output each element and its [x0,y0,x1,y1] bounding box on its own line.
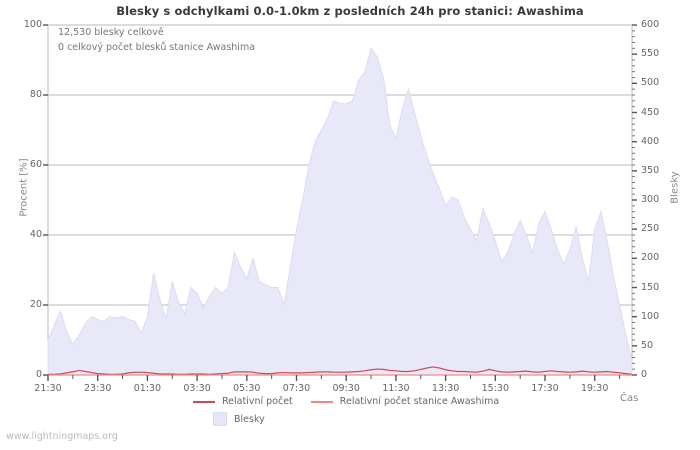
legend-item-relativni-pocet-stanice[interactable]: Relativní počet stanice Awashima [310,396,500,407]
y-tick-right-100: 100 [641,310,660,322]
annotation-total-lightning: 12,530 blesky celkově [58,27,164,38]
legend-label-relative: Relativní počet [222,396,293,407]
y-tick-right-150: 150 [641,281,660,293]
x-tick-0330: 03:30 [183,383,211,394]
annotation-station-lightning: 0 celkový počet blesků stanice Awashima [58,42,256,53]
y-tick-right-350: 350 [641,164,660,176]
x-tick-1130: 11:30 [382,383,410,394]
legend-swatch-area-blesky [213,412,227,426]
legend-swatch-line-station [310,400,333,403]
legend-swatch-line-relative [193,400,215,403]
x-tick-0130: 01:30 [133,383,162,394]
y-axis-label-right: Blesky [669,171,681,204]
y-tick-left-0: 0 [35,369,42,380]
y-axis-label-left: Procent [%] [18,158,30,217]
y-tick-right-450: 450 [641,106,660,118]
x-axis-label: Čas [620,393,639,404]
y-tick-left-80: 80 [29,89,42,100]
y-tick-right-400: 400 [641,135,660,147]
x-tick-2330: 23:30 [83,383,112,394]
x-tick-1730: 17:30 [531,383,559,394]
y-tick-left-20: 20 [29,299,42,310]
footer-watermark: www.lightningmaps.org [6,431,118,442]
y-tick-right-50: 50 [641,339,654,351]
x-tick-1530: 15:30 [481,383,509,394]
y-tick-right-550: 550 [641,48,660,60]
y-tick-right-600: 600 [641,19,660,30]
legend-row-secondary: Blesky [213,412,283,426]
legend-item-blesky[interactable]: Blesky [213,412,265,426]
y-tick-left-40: 40 [29,229,42,240]
x-tick-0930: 09:30 [332,383,360,394]
y-tick-right-0: 0 [641,369,648,380]
x-tick-0730: 07:30 [282,383,311,394]
legend-label-station: Relativní počet stanice Awashima [339,396,500,407]
y-tick-right-300: 300 [641,194,660,205]
y-tick-left-60: 60 [29,159,42,170]
y-tick-right-200: 200 [641,252,660,264]
page-title: Blesky s odchylkami 0.0-1.0km z poslední… [116,4,584,18]
legend-label-blesky: Blesky [234,413,265,425]
legend-item-relativni-pocet[interactable]: Relativní počet [193,396,293,407]
legend-row-primary: Relativní počet Relativní počet stanice … [193,396,517,407]
y-tick-right-500: 500 [641,77,660,89]
x-tick-2130: 21:30 [34,383,62,394]
y-tick-right-250: 250 [641,223,660,235]
x-tick-1330: 13:30 [431,383,460,394]
x-tick-1930: 19:30 [581,383,609,394]
y-tick-left-100: 100 [23,19,42,30]
x-tick-0530: 05:30 [233,383,261,394]
